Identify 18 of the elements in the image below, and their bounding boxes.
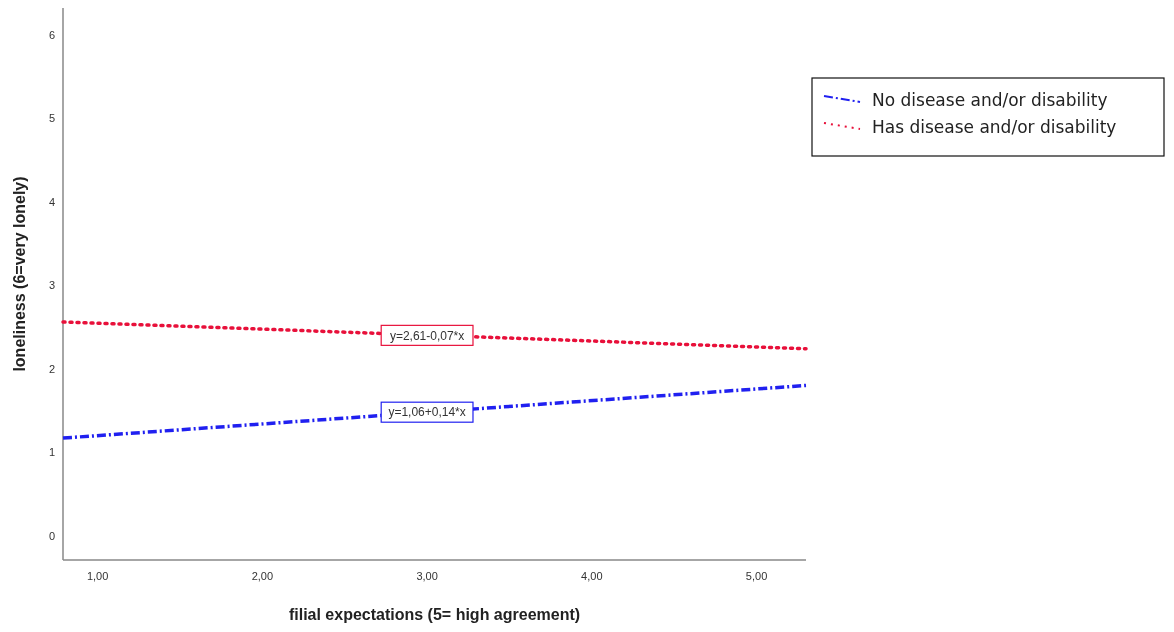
annotation: y=1,06+0,14*x <box>388 405 466 420</box>
y-tick-label: 0 <box>48 529 56 542</box>
y-tick-label: 6 <box>48 28 56 41</box>
x-axis-title: filial expectations (5= high agreement) <box>288 606 581 623</box>
y-tick-label: 3 <box>48 279 56 292</box>
y-tick-label: 2 <box>48 362 56 375</box>
legend-label: No disease and/or disability <box>872 89 1108 110</box>
y-axis-title: loneliness (6=very lonely) <box>11 176 28 372</box>
x-tick-label: 5,00 <box>745 570 768 582</box>
y-tick-label: 5 <box>48 112 56 125</box>
x-tick-label: 3,00 <box>416 570 438 582</box>
x-tick-label: 1,00 <box>86 570 109 582</box>
x-tick-label: 2,00 <box>251 570 274 582</box>
y-tick-label: 1 <box>48 446 56 459</box>
legend-label: Has disease and/or disability <box>872 116 1117 137</box>
annotation: y=2,61-0,07*x <box>389 328 465 343</box>
y-tick-label: 4 <box>48 195 56 208</box>
x-tick-label: 4,00 <box>581 570 603 582</box>
